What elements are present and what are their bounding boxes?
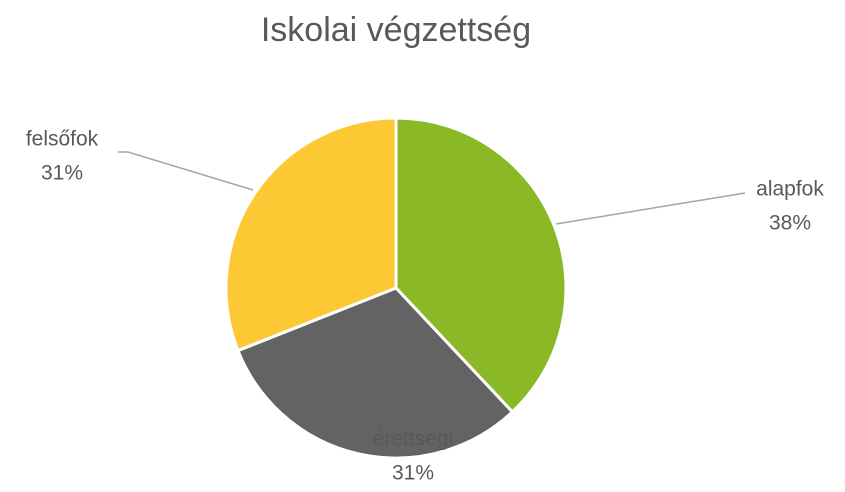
category-label: felsőfok xyxy=(26,128,99,151)
pie-slice xyxy=(224,116,398,353)
value-label: 38% xyxy=(769,212,811,235)
pie-slice xyxy=(236,286,514,460)
category-label: érettségi xyxy=(373,428,454,451)
value-label: 31% xyxy=(41,162,83,185)
value-label: 31% xyxy=(392,462,434,485)
pie-slice xyxy=(394,116,568,414)
leader-line xyxy=(555,192,746,225)
category-label: alapfok xyxy=(756,178,824,201)
chart-title: Iskolai végzettség xyxy=(261,11,531,49)
leader-line xyxy=(118,151,254,191)
